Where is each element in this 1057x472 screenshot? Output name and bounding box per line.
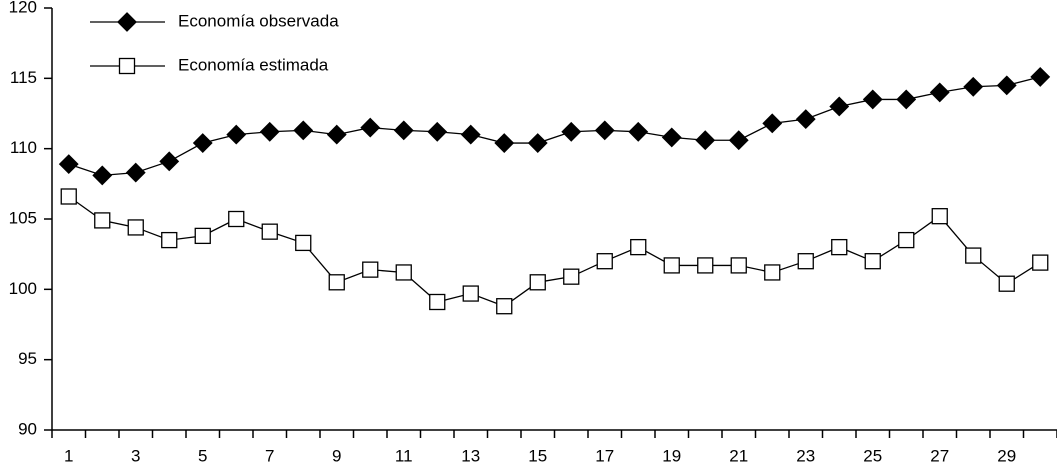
marker — [429, 293, 446, 311]
x-tick-label: 1 — [64, 446, 73, 465]
y-tick-label: 95 — [18, 349, 37, 368]
y-tick-label: 115 — [10, 68, 37, 87]
marker — [797, 253, 814, 270]
marker — [563, 268, 580, 285]
marker — [896, 89, 917, 110]
series-line — [68, 76, 1041, 177]
y-tick-label: 120 — [9, 0, 37, 16]
marker — [996, 75, 1017, 96]
marker — [898, 231, 915, 249]
marker — [125, 162, 146, 183]
marker — [730, 257, 747, 274]
marker — [393, 120, 414, 141]
marker — [529, 274, 546, 291]
x-tick-label: 7 — [265, 446, 274, 465]
marker — [527, 133, 548, 153]
marker — [998, 275, 1015, 292]
marker — [293, 120, 314, 141]
marker — [159, 151, 180, 172]
marker — [1032, 254, 1049, 271]
marker — [661, 127, 682, 148]
marker — [362, 261, 379, 278]
marker — [127, 219, 144, 236]
x-tick-label: 19 — [662, 446, 681, 465]
marker — [326, 124, 347, 145]
series-line — [68, 195, 1041, 307]
marker — [663, 257, 680, 274]
x-tick-label: 23 — [796, 446, 815, 465]
marker — [60, 188, 77, 205]
marker — [862, 89, 883, 110]
x-tick-label: 25 — [863, 446, 882, 465]
marker — [192, 133, 213, 153]
y-tick-label: 100 — [9, 279, 37, 298]
marker — [92, 165, 113, 186]
marker — [228, 210, 245, 228]
marker — [328, 274, 345, 291]
marker — [460, 124, 481, 145]
legend-label: Economía estimada — [178, 55, 329, 74]
marker — [58, 154, 79, 175]
marker — [1030, 67, 1051, 87]
marker — [427, 121, 448, 142]
x-tick-label: 29 — [997, 446, 1016, 465]
marker — [795, 109, 816, 130]
marker — [360, 117, 381, 138]
marker — [462, 285, 479, 302]
marker — [161, 231, 178, 249]
x-tick-label: 17 — [595, 446, 614, 465]
marker — [259, 121, 280, 142]
x-tick-label: 21 — [729, 446, 748, 465]
x-tick-label: 5 — [198, 446, 207, 465]
x-tick-label: 27 — [930, 446, 949, 465]
x-tick-label: 15 — [528, 446, 547, 465]
marker — [929, 82, 950, 103]
y-tick-label: 110 — [10, 138, 37, 157]
marker — [931, 208, 948, 225]
x-tick-label: 3 — [131, 446, 140, 465]
marker — [596, 253, 613, 270]
marker — [226, 124, 247, 145]
legend-marker — [117, 12, 137, 32]
marker — [94, 212, 111, 229]
marker — [628, 121, 649, 142]
x-tick-label: 9 — [332, 446, 341, 465]
marker — [728, 130, 749, 151]
marker — [194, 227, 211, 245]
marker — [261, 223, 278, 240]
marker — [295, 234, 312, 252]
x-tick-label: 13 — [461, 446, 480, 465]
marker — [697, 257, 714, 274]
y-tick-label: 105 — [9, 208, 37, 227]
marker — [831, 238, 848, 256]
marker — [695, 130, 716, 151]
marker — [764, 264, 781, 281]
marker — [963, 76, 984, 97]
y-tick-label: 90 — [18, 419, 37, 438]
marker — [561, 121, 582, 142]
legend-label: Economía observada — [178, 11, 339, 30]
marker — [762, 113, 783, 134]
legend-marker — [118, 57, 136, 75]
marker — [395, 264, 412, 281]
marker — [496, 298, 513, 315]
marker — [630, 238, 647, 256]
marker — [594, 120, 615, 141]
x-tick-label: 11 — [395, 446, 413, 465]
marker — [864, 253, 881, 270]
marker — [829, 96, 850, 117]
marker — [965, 247, 982, 264]
marker — [494, 133, 515, 153]
